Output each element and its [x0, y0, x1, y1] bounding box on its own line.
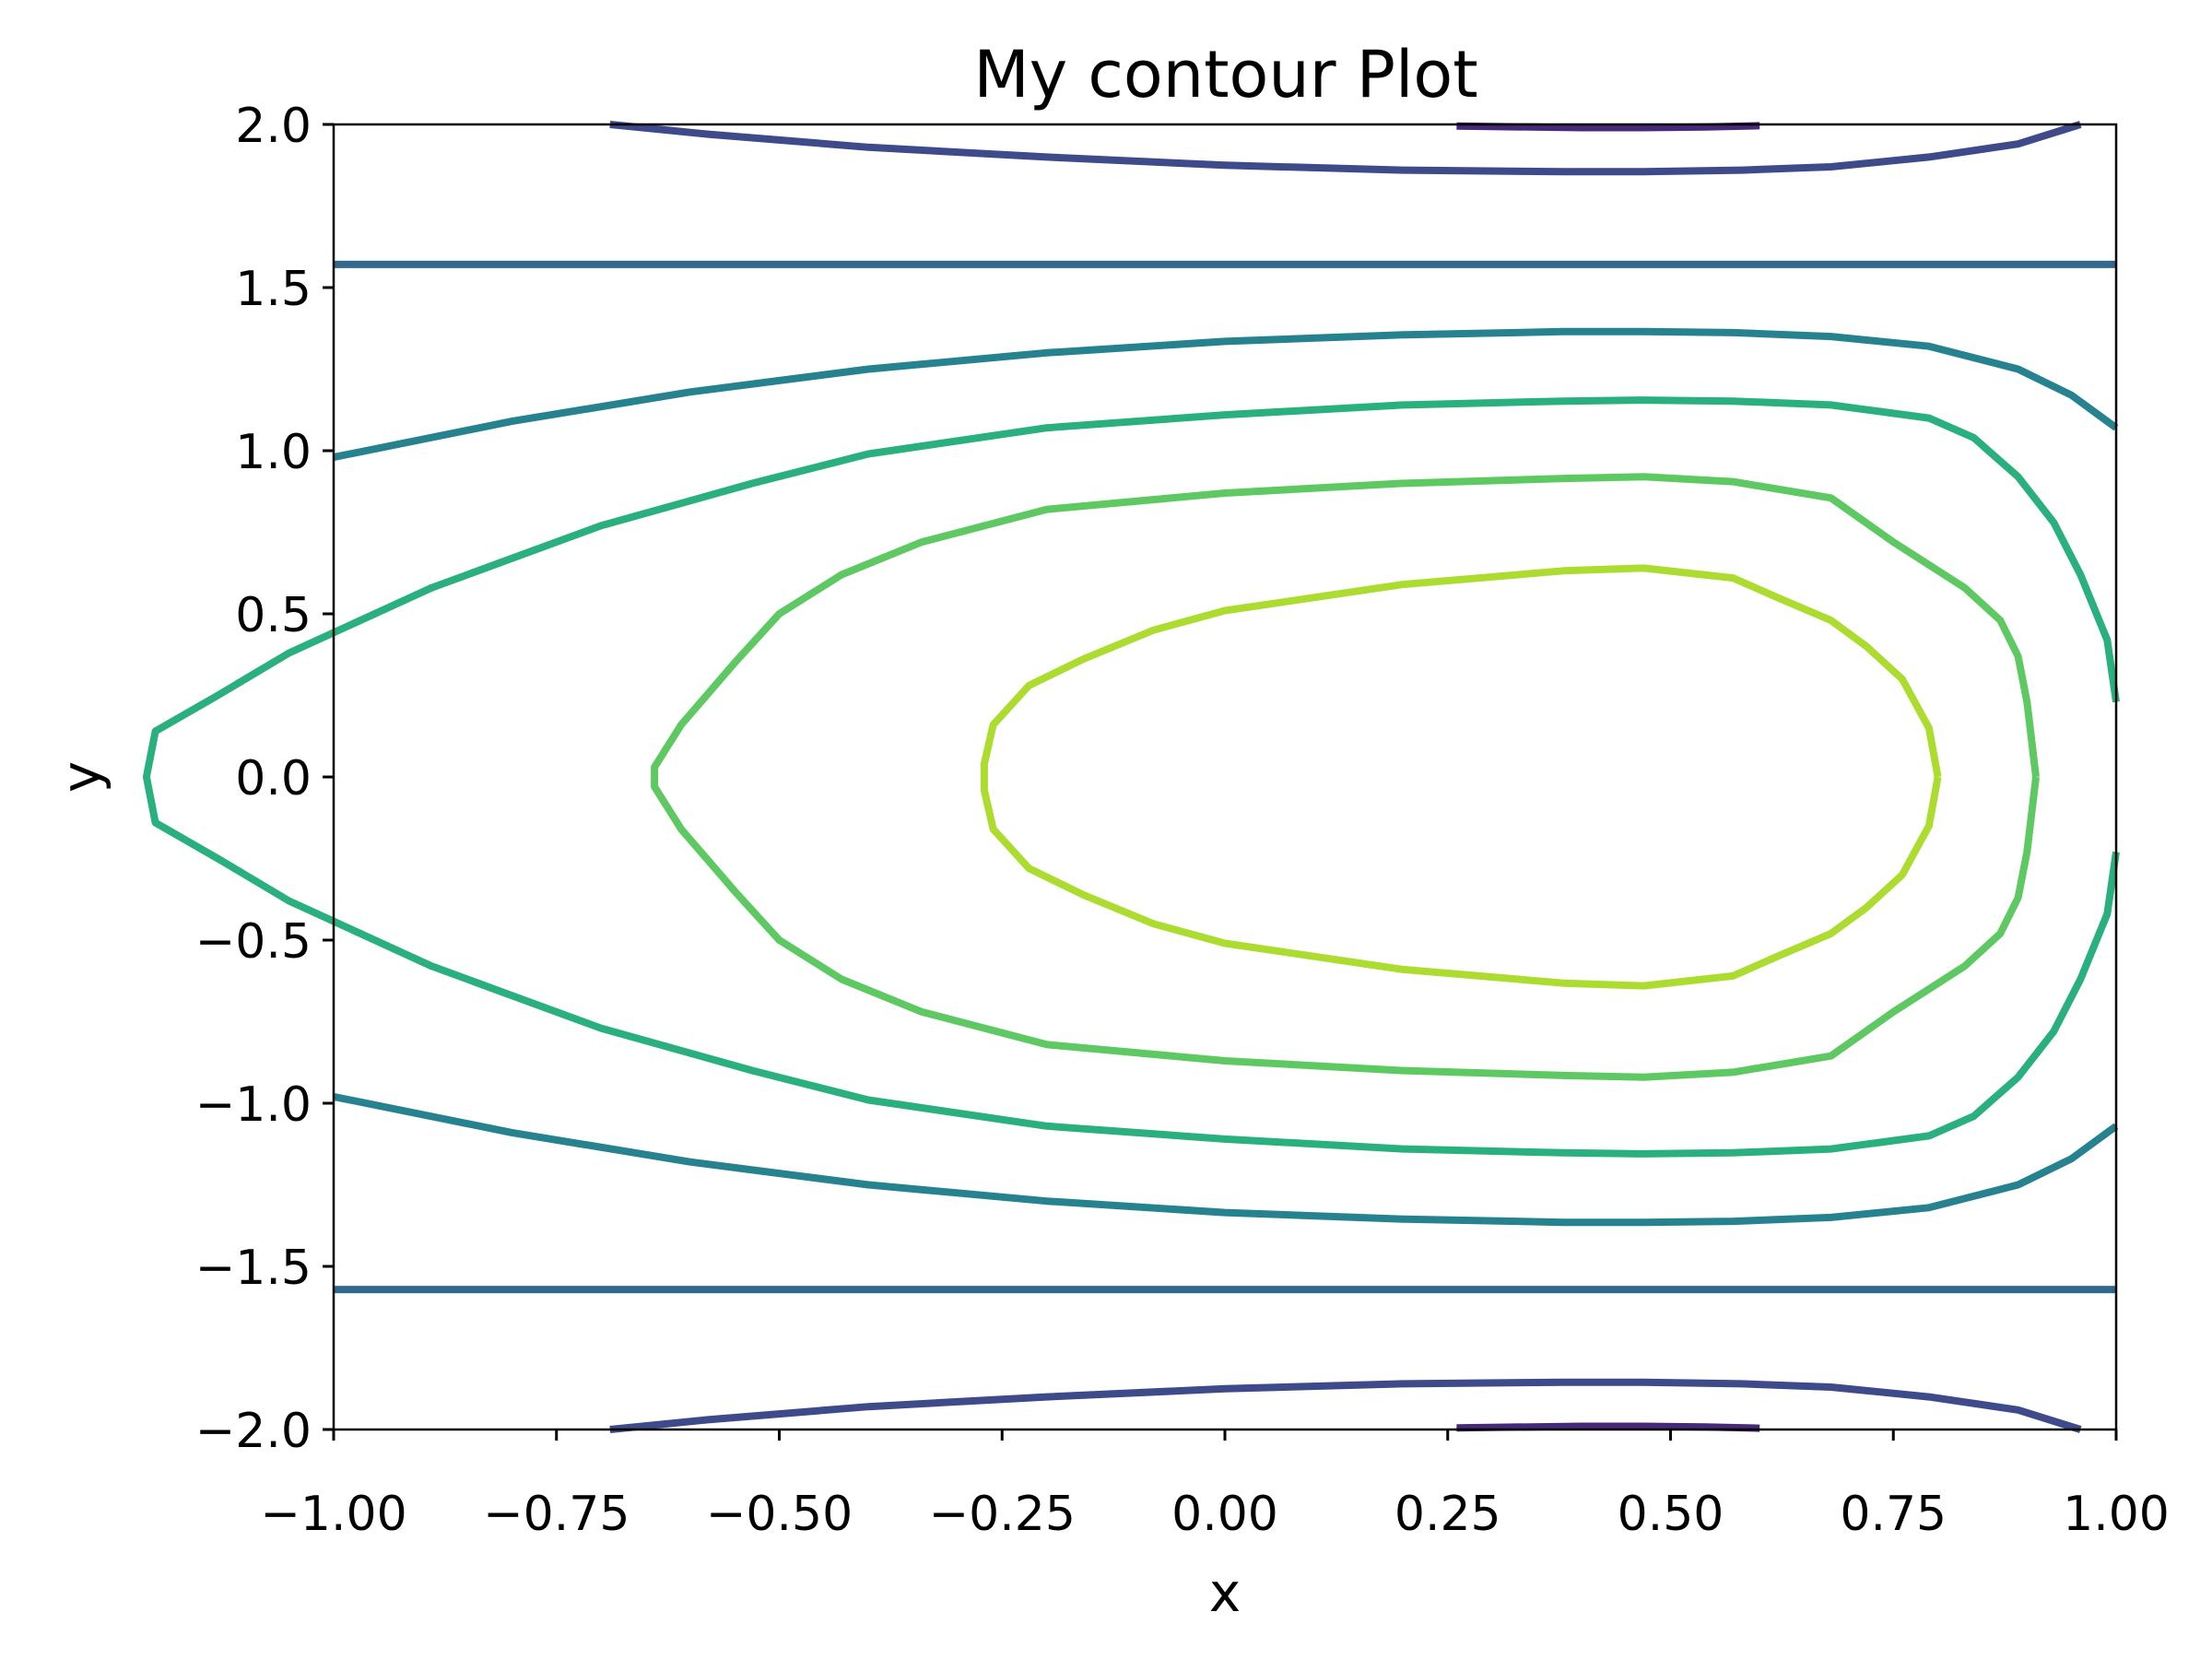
x-tick-label: 0.00	[1171, 1487, 1278, 1542]
x-tick-label: 0.25	[1394, 1487, 1501, 1542]
x-axis-label: x	[1209, 1561, 1241, 1624]
x-tick-label: −0.25	[929, 1487, 1076, 1542]
y-tick-label: 0.5	[235, 588, 312, 643]
contour-line-3-0	[333, 327, 2119, 462]
y-tick-label: −1.0	[195, 1077, 312, 1133]
contour-line-4-0	[142, 396, 2120, 1158]
y-tick-label: 0.0	[235, 751, 312, 806]
y-axis-label: y	[50, 761, 112, 793]
contour-line-0-1	[1456, 1422, 1760, 1432]
chart-title: My contour Plot	[973, 37, 1477, 112]
x-axis: −1.00 −0.75 −0.50 −0.25 0.00 0.25 0.50 0.75 1.00	[260, 1430, 2170, 1542]
x-tick-label: −0.75	[483, 1487, 629, 1542]
x-tick-label: 0.50	[1618, 1487, 1724, 1542]
x-tick-label: 1.00	[2063, 1487, 2170, 1542]
y-tick-label: −0.5	[195, 914, 312, 970]
contour-line-0-0	[1456, 122, 1760, 132]
x-tick-label: −1.00	[260, 1487, 406, 1542]
contour-line-6-0	[980, 564, 1942, 990]
plot-frame	[332, 123, 2118, 1431]
contour-line-3-1	[333, 1092, 2119, 1227]
contour-lines	[142, 121, 2120, 1433]
y-tick-label: 1.0	[235, 425, 312, 480]
y-tick-label: −1.5	[195, 1241, 312, 1296]
y-tick-label: −2.0	[195, 1404, 312, 1459]
y-axis: 2.0 1.5 1.0 0.5 0.0 −0.5 −1.0 −1.5 −2.0	[195, 99, 334, 1459]
y-tick-label: 2.0	[235, 99, 312, 154]
y-tick-label: 1.5	[235, 262, 312, 317]
x-tick-label: −0.50	[706, 1487, 853, 1542]
contour-line-1-1	[609, 1378, 2082, 1433]
contour-line-1-0	[609, 121, 2082, 176]
contour-line-5-0	[651, 473, 2040, 1081]
x-tick-label: 0.75	[1840, 1487, 1947, 1542]
